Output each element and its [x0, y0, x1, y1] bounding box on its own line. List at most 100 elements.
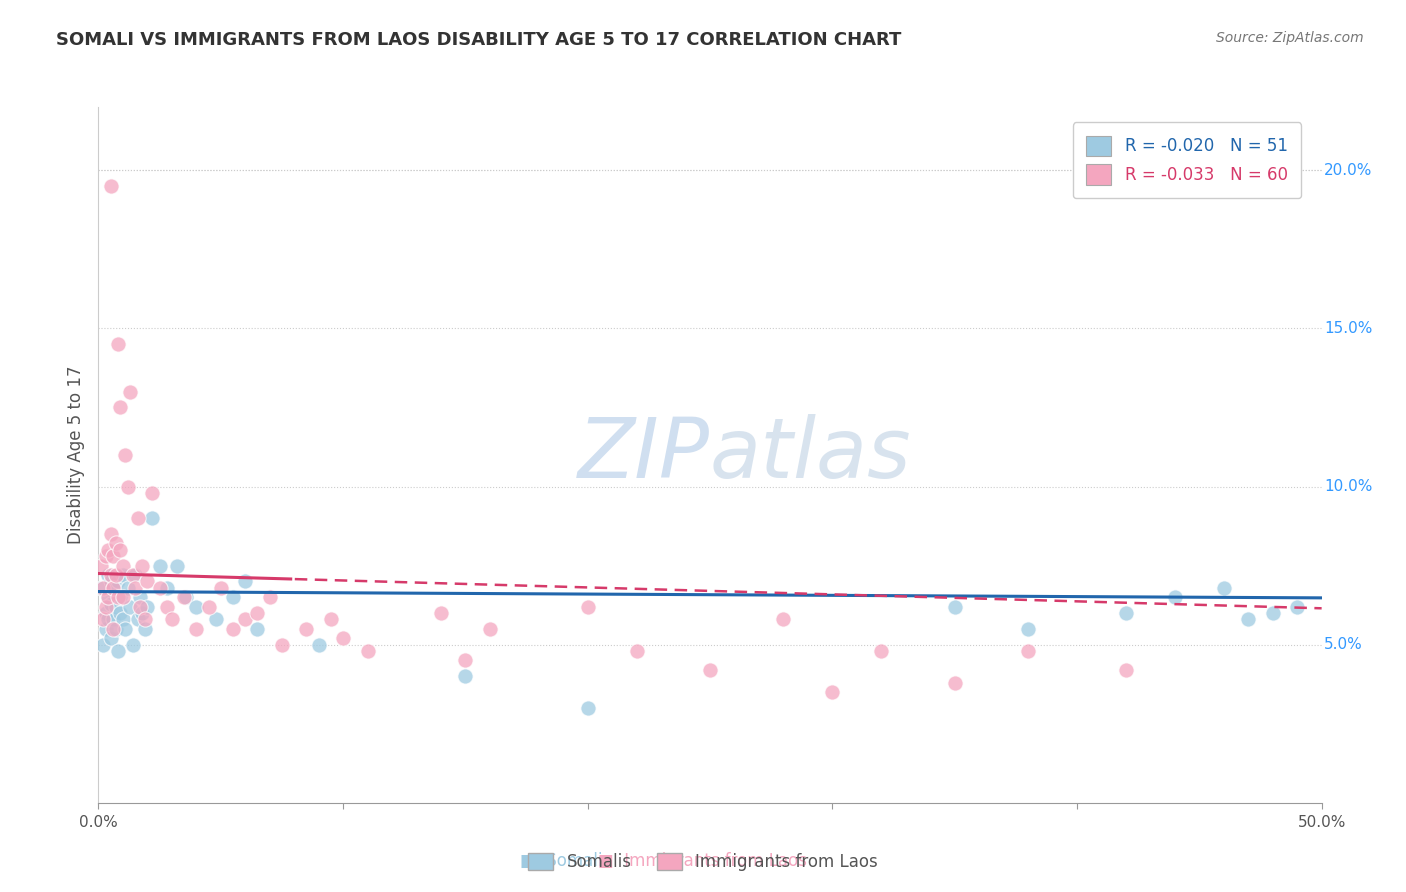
Legend: R = -0.020   N = 51, R = -0.033   N = 60: R = -0.020 N = 51, R = -0.033 N = 60: [1073, 122, 1301, 198]
Point: [141, 486, 163, 500]
Point: [319, 612, 342, 626]
Text: 15.0%: 15.0%: [1324, 321, 1372, 336]
Text: SOMALI VS IMMIGRANTS FROM LAOS DISABILITY AGE 5 TO 17 CORRELATION CHART: SOMALI VS IMMIGRANTS FROM LAOS DISABILIT…: [56, 31, 901, 49]
Point: [1115, 606, 1137, 620]
Point: [156, 599, 179, 614]
Point: [110, 591, 132, 605]
Point: [821, 685, 844, 699]
Point: [94, 606, 117, 620]
Point: [94, 549, 117, 563]
Point: [197, 599, 219, 614]
Point: [136, 599, 159, 614]
Point: [114, 448, 136, 462]
Point: [246, 622, 269, 636]
Point: [111, 568, 134, 582]
Point: [107, 644, 129, 658]
Text: atlas: atlas: [710, 415, 911, 495]
Text: ■  Somalis: ■ Somalis: [520, 852, 612, 870]
Point: [104, 536, 127, 550]
Point: [356, 644, 378, 658]
Point: [149, 558, 172, 573]
Point: [454, 669, 477, 683]
Point: [233, 574, 256, 589]
Point: [124, 581, 146, 595]
Point: [222, 622, 245, 636]
Point: [90, 558, 112, 573]
Point: [97, 612, 120, 626]
Point: [101, 612, 124, 626]
Point: [107, 591, 129, 605]
Point: [110, 401, 132, 415]
Point: [1017, 622, 1039, 636]
Point: [478, 622, 501, 636]
Point: [1212, 581, 1234, 595]
Text: 20.0%: 20.0%: [1324, 163, 1372, 178]
Point: [100, 597, 122, 611]
Point: [91, 638, 114, 652]
Point: [295, 622, 318, 636]
Point: [141, 511, 163, 525]
Point: [186, 622, 208, 636]
Point: [943, 675, 966, 690]
Point: [91, 612, 114, 626]
Point: [97, 591, 120, 605]
Point: [100, 632, 122, 646]
Point: [94, 622, 117, 636]
Point: [111, 591, 134, 605]
Point: [1164, 591, 1187, 605]
Point: [173, 591, 195, 605]
Text: 10.0%: 10.0%: [1324, 479, 1372, 494]
Point: [100, 568, 122, 582]
Point: [1115, 663, 1137, 677]
Point: [120, 384, 142, 399]
Point: [332, 632, 354, 646]
Point: [454, 653, 477, 667]
Point: [100, 574, 122, 589]
Point: [246, 606, 269, 620]
Point: [134, 612, 156, 626]
Point: [1237, 612, 1260, 626]
Point: [121, 568, 143, 582]
Point: [110, 606, 132, 620]
Point: [270, 638, 294, 652]
Legend: Somalis, Immigrants from Laos: Somalis, Immigrants from Laos: [520, 845, 886, 880]
Point: [124, 568, 146, 582]
Point: [160, 612, 183, 626]
Text: 5.0%: 5.0%: [1324, 637, 1362, 652]
Point: [233, 612, 256, 626]
Point: [101, 581, 124, 595]
Point: [100, 527, 122, 541]
Point: [117, 479, 139, 493]
Text: 0.0%: 0.0%: [79, 815, 118, 830]
Text: 50.0%: 50.0%: [1298, 815, 1346, 830]
Point: [870, 644, 893, 658]
Point: [100, 179, 122, 194]
Point: [107, 574, 129, 589]
Y-axis label: Disability Age 5 to 17: Disability Age 5 to 17: [66, 366, 84, 544]
Point: [136, 574, 159, 589]
Point: [107, 337, 129, 351]
Point: [134, 622, 156, 636]
Point: [222, 591, 245, 605]
Point: [166, 558, 188, 573]
Text: ZIP: ZIP: [578, 415, 710, 495]
Point: [259, 591, 281, 605]
Point: [943, 599, 966, 614]
Point: [576, 701, 599, 715]
Point: [149, 581, 172, 595]
Point: [101, 622, 124, 636]
Point: [110, 542, 132, 557]
Point: [1261, 606, 1284, 620]
Point: [430, 606, 453, 620]
Point: [97, 591, 120, 605]
Point: [104, 622, 127, 636]
Point: [97, 542, 120, 557]
Point: [156, 581, 179, 595]
Point: [576, 599, 599, 614]
Point: [117, 581, 139, 595]
Point: [1286, 599, 1309, 614]
Point: [97, 568, 120, 582]
Point: [176, 591, 198, 605]
Point: [129, 599, 152, 614]
Point: [111, 558, 134, 573]
